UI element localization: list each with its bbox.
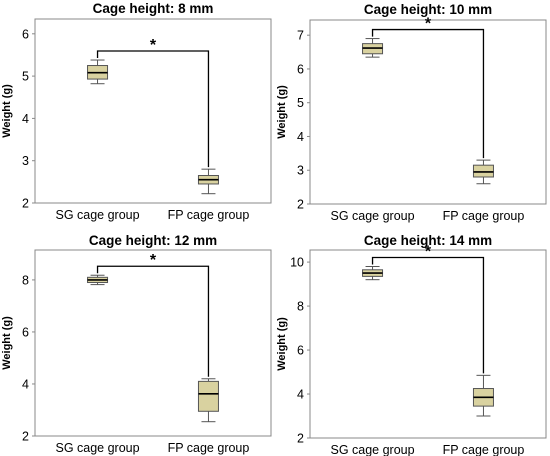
- chart-title: Cage height: 10 mm: [364, 2, 492, 17]
- chart-panel-3: Cage height: 12 mm Weight (g) 2 4 6 8 SG cage …: [1, 233, 272, 455]
- x-tick-label: FP cage group: [168, 208, 250, 222]
- box-fp: [197, 168, 219, 195]
- y-tick-label: 2: [297, 198, 304, 212]
- plot-frame: [309, 19, 547, 205]
- y-tick-label: 5: [22, 70, 29, 84]
- box-fp: [472, 374, 494, 417]
- significance-star: *: [425, 16, 432, 33]
- significance-bracket: [96, 265, 210, 377]
- y-tick-label: 4: [297, 130, 304, 144]
- plot-frame: [309, 249, 547, 439]
- y-axis-label: Weight (g): [276, 85, 288, 139]
- significance-star: *: [150, 37, 157, 54]
- y-tick-label: 2: [22, 197, 29, 211]
- chart-panel-4: Cage height: 14 mm Weight (g) 2 4 6 8 10 SG cag…: [276, 233, 547, 456]
- x-tick-label: SG cage group: [55, 208, 139, 222]
- significance-star: *: [425, 243, 432, 260]
- y-tick-label: 8: [297, 300, 304, 314]
- significance-bracket: [371, 256, 485, 374]
- y-tick-label: 6: [297, 62, 304, 76]
- box-iqr: [472, 164, 494, 178]
- box-fp: [472, 159, 494, 185]
- significance-star: *: [150, 252, 157, 269]
- box-sg: [87, 59, 109, 85]
- x-tick-label: SG cage group: [330, 443, 414, 456]
- y-axis-label: Weight (g): [1, 316, 13, 370]
- chart-title: Cage height: 8 mm: [93, 1, 214, 16]
- x-tick-label: SG cage group: [330, 209, 414, 223]
- y-tick-label: 3: [22, 154, 29, 168]
- chart-title: Cage height: 12 mm: [89, 233, 217, 248]
- y-tick-label: 10: [290, 256, 304, 270]
- box-sg: [362, 265, 384, 281]
- y-tick-label: 8: [22, 273, 29, 287]
- y-tick-label: 7: [297, 29, 304, 43]
- box-sg: [362, 38, 384, 58]
- chart-panel-2: Cage height: 10 mm Weight (g) 2 3 4 5 6 7 SG cag…: [276, 2, 547, 223]
- box-sg: [87, 274, 109, 286]
- x-tick-label: FP cage group: [443, 209, 525, 223]
- y-tick-label: 6: [297, 344, 304, 358]
- plot-frame: [34, 249, 272, 437]
- y-tick-label: 6: [22, 27, 29, 41]
- chart-panel-1: Cage height: 8 mm Weight (g) 2 3 4 5 6 SG cage …: [1, 1, 272, 222]
- y-tick-label: 6: [22, 325, 29, 339]
- y-tick-label: 2: [22, 430, 29, 444]
- x-tick-label: SG cage group: [55, 441, 139, 455]
- y-axis-label: Weight (g): [1, 84, 13, 138]
- y-tick-label: 3: [297, 164, 304, 178]
- y-axis-label: Weight (g): [276, 317, 288, 371]
- y-tick-label: 4: [22, 377, 29, 391]
- box-fp: [197, 378, 219, 423]
- box-iqr: [197, 380, 219, 412]
- x-tick-label: FP cage group: [443, 443, 525, 456]
- plot-frame: [34, 18, 272, 204]
- x-tick-label: FP cage group: [168, 441, 250, 455]
- significance-bracket: [96, 50, 210, 168]
- y-tick-label: 4: [22, 112, 29, 126]
- y-tick-label: 2: [297, 432, 304, 446]
- significance-bracket: [371, 28, 485, 159]
- chart-title: Cage height: 14 mm: [364, 233, 492, 248]
- y-tick-label: 4: [297, 388, 304, 402]
- y-tick-label: 5: [297, 96, 304, 110]
